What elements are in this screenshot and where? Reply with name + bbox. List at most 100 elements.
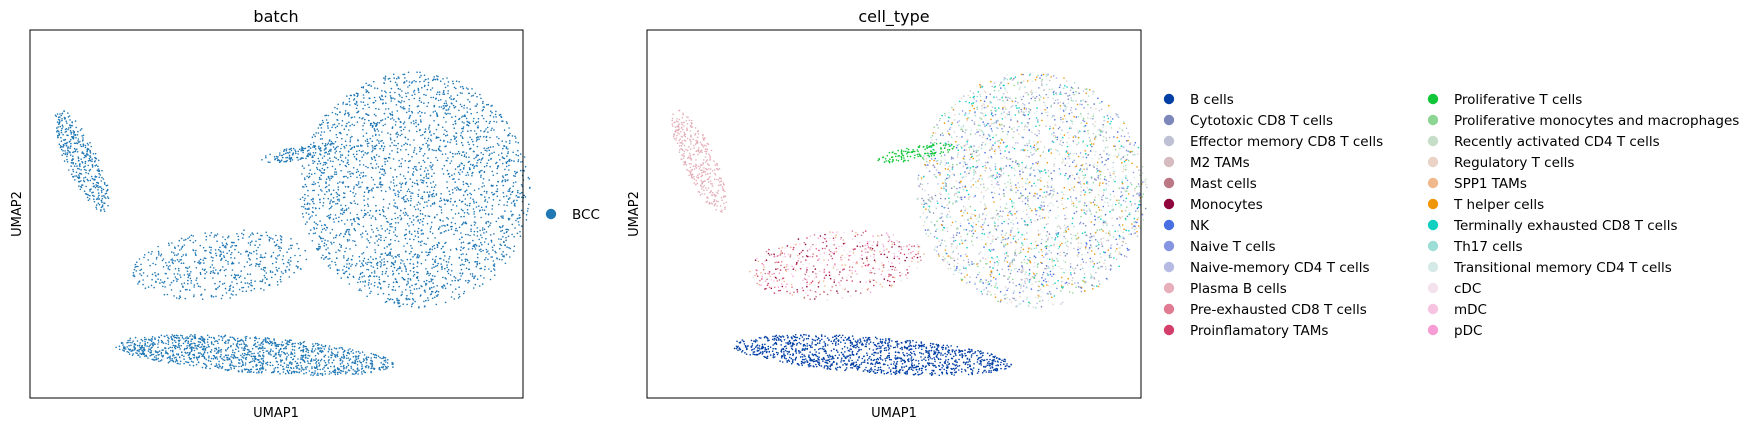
data-point [177,344,180,346]
data-point [60,148,63,151]
data-point [356,168,359,171]
data-point [131,354,134,357]
data-point [490,129,493,131]
data-point [165,262,167,264]
data-point [447,85,449,87]
data-point [416,261,419,263]
data-point [1103,119,1105,122]
data-point [438,91,441,93]
data-point [104,202,106,204]
data-point [337,188,340,191]
data-point [403,143,405,146]
data-point [335,173,338,175]
data-point [468,261,471,264]
data-point [499,113,502,116]
data-point [429,182,432,184]
data-point [332,189,335,192]
data-point [507,198,510,200]
data-point [99,186,102,188]
data-point [83,166,85,168]
data-point [210,342,213,344]
data-point [388,298,391,301]
data-point [379,256,382,258]
data-point [403,100,406,103]
data-point [205,365,208,368]
data-point [344,250,346,253]
data-point [82,179,85,182]
data-point [187,267,189,270]
data-point [225,354,228,357]
data-point [336,202,339,205]
data-point [304,223,307,225]
data-point [384,301,387,304]
data-point [311,367,313,370]
data-point [484,200,486,202]
data-point [167,341,170,343]
data-point [64,128,67,131]
data-point [220,353,222,356]
p2-points [671,73,1148,377]
data-point [58,134,60,136]
data-point [290,247,293,249]
data-point [277,371,279,373]
data-point [1115,203,1117,206]
data-point [137,283,139,285]
data-point [224,245,227,247]
data-point [210,270,212,273]
data-point [427,299,430,302]
data-point [158,353,160,356]
data-point [286,370,289,373]
data-point [339,363,342,365]
data-point [349,136,352,139]
data-point [164,272,167,275]
data-point [501,175,504,177]
data-point [330,365,332,368]
data-point [491,191,493,194]
data-point [120,341,123,344]
data-point [515,154,517,156]
data-point [316,168,319,171]
data-point [325,248,327,251]
data-point [460,162,463,164]
data-point [362,360,365,363]
data-point [336,136,338,139]
data-point [447,218,450,220]
data-point [483,171,486,173]
data-point [374,354,377,356]
data-point [255,368,258,371]
data-point [518,224,520,226]
data-point [478,138,480,140]
data-point [464,203,467,205]
data-point [103,181,106,184]
data-point [462,137,464,139]
data-point [89,168,92,171]
data-point [402,303,405,306]
data-point [361,365,363,368]
data-point [451,174,453,176]
data-point [415,121,417,124]
data-point [476,263,479,266]
data-point [450,95,452,97]
data-point [330,177,333,179]
data-point [449,249,452,251]
data-point [482,102,484,104]
data-point [379,177,381,180]
data-point [379,181,381,184]
data-point [502,192,505,194]
data-point [327,114,330,117]
data-point [68,169,70,171]
data-point [212,270,214,272]
data-point [396,235,398,238]
data-point [190,282,192,284]
data-point [236,282,238,285]
data-point [374,147,377,150]
data-point [152,341,155,344]
data-point [441,225,443,227]
data-point [242,364,244,367]
data-point [501,226,504,228]
data-point [339,150,341,153]
data-point [320,131,323,133]
data-point [449,96,451,99]
data-point [476,278,479,281]
data-point [397,216,399,219]
